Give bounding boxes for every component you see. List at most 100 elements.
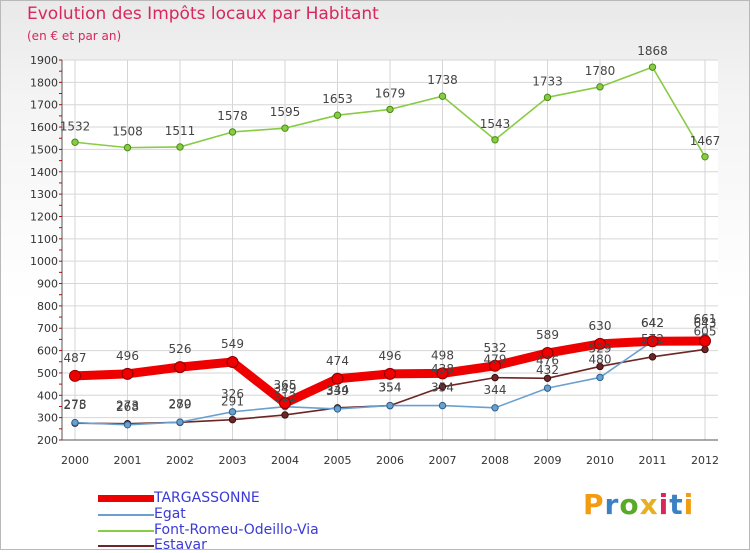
- data-label: 438: [431, 362, 454, 376]
- data-label: 339: [326, 384, 349, 398]
- data-point: [123, 421, 132, 429]
- data-point: [69, 369, 81, 382]
- legend-label-estavar: Estavar: [154, 537, 207, 553]
- x-tick-label: 2006: [376, 454, 404, 467]
- data-point: [281, 124, 289, 132]
- x-tick-label: 2005: [324, 454, 352, 467]
- data-label: 354: [431, 381, 454, 395]
- data-label: 432: [536, 363, 559, 377]
- data-point: [176, 143, 184, 151]
- data-label: 496: [116, 349, 139, 363]
- data-point: [331, 372, 344, 385]
- data-point: [701, 345, 709, 354]
- data-label: 643: [694, 316, 717, 330]
- x-tick-label: 2011: [639, 454, 667, 467]
- y-tick-label: 1700: [30, 99, 58, 112]
- data-label: 1532: [60, 119, 91, 133]
- data-point: [436, 367, 449, 380]
- data-label: 344: [326, 383, 349, 397]
- legend-swatch-egat: [98, 514, 154, 516]
- legend-label-font-romeu: Font-Romeu-Odeillo-Via: [154, 522, 319, 538]
- legend-swatch-estavar: [98, 545, 154, 547]
- y-tick-label: 400: [37, 389, 58, 402]
- data-label: 474: [326, 354, 349, 368]
- y-tick-label: 1100: [30, 233, 58, 246]
- data-label: 1508: [112, 125, 143, 139]
- data-point: [491, 136, 499, 144]
- data-point: [438, 401, 447, 410]
- data-point: [699, 334, 711, 347]
- x-tick-label: 2002: [166, 454, 194, 467]
- data-point: [384, 367, 396, 380]
- data-label: 280: [169, 397, 192, 411]
- data-label: 526: [169, 342, 192, 356]
- logo-letter: o: [619, 488, 640, 521]
- x-tick-label: 2012: [691, 454, 719, 467]
- data-point: [386, 105, 394, 114]
- y-tick-label: 1900: [30, 54, 58, 67]
- data-label: 1868: [637, 44, 668, 58]
- logo-letter: x: [639, 488, 659, 521]
- x-tick-label: 2001: [114, 454, 142, 467]
- data-label: 312: [274, 390, 297, 404]
- data-point: [228, 415, 237, 424]
- data-point: [648, 63, 657, 71]
- data-point: [543, 384, 552, 392]
- data-label: 354: [379, 381, 402, 395]
- data-label: 642: [641, 316, 664, 330]
- data-point: [438, 383, 447, 391]
- data-point: [281, 411, 289, 419]
- data-label: 529: [589, 341, 612, 355]
- data-point: [438, 92, 447, 100]
- data-label: 1738: [427, 73, 458, 87]
- data-point: [541, 347, 554, 360]
- data-point: [71, 138, 79, 146]
- data-point: [489, 359, 501, 372]
- chart-title: Evolution des Impôts locaux par Habitant: [27, 4, 379, 24]
- chart-subtitle: (en € et par an): [27, 29, 122, 43]
- data-label: 1511: [165, 124, 196, 138]
- y-tick-label: 700: [37, 322, 58, 335]
- data-label: 589: [536, 328, 559, 342]
- data-label: 279: [169, 397, 192, 411]
- data-point: [279, 397, 291, 410]
- data-point: [123, 143, 132, 152]
- y-tick-label: 200: [37, 434, 58, 447]
- data-point: [333, 111, 342, 119]
- data-point: [594, 337, 606, 350]
- data-point: [176, 418, 184, 426]
- y-tick-label: 1800: [30, 76, 58, 89]
- x-tick-label: 2008: [481, 454, 509, 467]
- data-point: [386, 401, 394, 410]
- y-tick-label: 600: [37, 345, 58, 358]
- data-point: [121, 367, 134, 380]
- y-tick-label: 1000: [30, 255, 58, 268]
- data-point: [646, 335, 659, 348]
- data-label: 268: [116, 400, 139, 414]
- data-label: 1780: [585, 64, 616, 78]
- data-label: 532: [484, 341, 507, 355]
- logo-letter: i: [658, 488, 670, 521]
- data-point: [228, 408, 237, 416]
- data-label: 1467: [690, 134, 721, 148]
- data-label: 326: [221, 387, 244, 401]
- y-tick-label: 800: [37, 300, 58, 313]
- legend-swatch-targassonne: [98, 495, 154, 502]
- data-point: [596, 373, 604, 382]
- data-label: 549: [221, 337, 244, 351]
- y-tick-label: 500: [37, 367, 58, 380]
- y-tick-label: 900: [37, 278, 58, 291]
- x-tick-label: 2000: [61, 454, 89, 467]
- data-label: 349: [274, 382, 297, 396]
- legend-label-targassonne: TARGASSONNE: [154, 490, 260, 506]
- logo-letter: r: [604, 488, 620, 521]
- data-point: [71, 418, 79, 427]
- data-label: 275: [64, 398, 87, 412]
- data-label: 487: [64, 351, 87, 365]
- legend-label-egat: Egat: [154, 506, 186, 522]
- data-point: [543, 374, 552, 383]
- data-label: 1653: [322, 92, 353, 106]
- data-label: 479: [484, 353, 507, 367]
- data-point: [174, 361, 186, 374]
